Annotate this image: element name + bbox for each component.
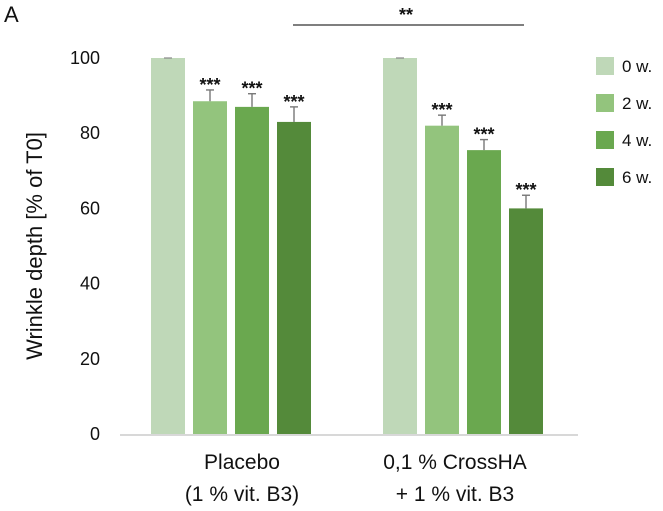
category-label: 0,1 % CrossHA <box>383 451 527 474</box>
bar <box>425 125 459 435</box>
significance-labels: *** *** *** *** *** *** <box>199 75 536 200</box>
significance-label: *** <box>241 79 262 99</box>
bar <box>235 106 269 434</box>
y-tick-label: 80 <box>80 123 100 143</box>
legend-label: 4 w. <box>622 131 652 150</box>
legend: 0 w. 2 w. 4 w. 6 w. <box>596 57 652 187</box>
bar <box>509 208 543 434</box>
category-label: + 1 % vit. B3 <box>396 483 514 506</box>
bar <box>383 58 417 434</box>
significance-label: *** <box>283 92 304 112</box>
group-comparison: ** <box>293 5 524 26</box>
bar <box>467 150 501 434</box>
bar <box>277 121 311 435</box>
y-tick-label: 0 <box>90 424 100 444</box>
y-tick-label: 20 <box>80 349 100 369</box>
category-labels: Placebo (1 % vit. B3) 0,1 % CrossHA + 1 % v… <box>185 451 527 506</box>
bar <box>193 101 227 435</box>
y-tick-label: 40 <box>80 274 100 294</box>
y-axis-ticks: 0 20 40 60 80 100 <box>70 48 100 444</box>
legend-swatch <box>596 131 614 149</box>
y-tick-label: 60 <box>80 198 100 218</box>
significance-label: *** <box>515 180 536 200</box>
legend-swatch <box>596 168 614 186</box>
y-tick-label: 100 <box>70 48 100 68</box>
y-axis-label: Wrinkle depth [% of T0] <box>22 132 47 360</box>
significance-label: *** <box>199 75 220 95</box>
category-label: (1 % vit. B3) <box>185 483 299 506</box>
legend-label: 6 w. <box>622 168 652 187</box>
bar <box>151 58 185 434</box>
legend-label: 2 w. <box>622 94 652 113</box>
legend-label: 0 w. <box>622 57 652 76</box>
bars-layer <box>151 58 543 435</box>
legend-swatch <box>596 94 614 112</box>
significance-label: *** <box>431 100 452 120</box>
error-bars-layer <box>164 57 530 209</box>
significance-label: *** <box>473 125 494 145</box>
legend-swatch <box>596 57 614 75</box>
comparison-label: ** <box>399 5 413 25</box>
category-label: Placebo <box>204 451 280 474</box>
panel-label: A <box>4 2 19 27</box>
